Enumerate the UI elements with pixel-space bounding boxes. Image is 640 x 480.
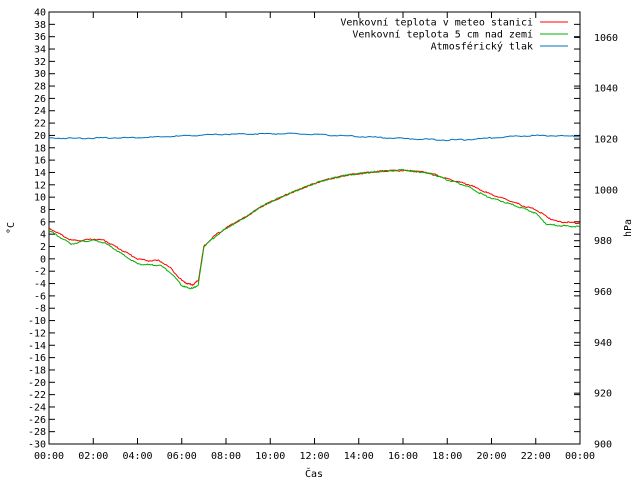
y2-tick-label: 960: [594, 287, 612, 298]
y2-tick-label: 920: [594, 389, 612, 400]
y-tick-label: 22: [34, 119, 46, 130]
x-tick-label: 12:00: [299, 451, 329, 462]
x-tick-label: 18:00: [432, 451, 462, 462]
y-tick-label: 36: [34, 32, 46, 43]
y-tick-label: 30: [34, 69, 46, 80]
y-axis: -30-28-26-24-22-20-18-16-14-12-10-8-6-4-…: [28, 8, 580, 451]
y2-tick-label: 900: [594, 440, 612, 451]
y-tick-label: -22: [28, 390, 46, 401]
y-tick-label: -28: [28, 427, 46, 438]
series-line: [48, 132, 581, 142]
legend-label: Venkovní teplota 5 cm nad zemí: [352, 29, 533, 41]
y-tick-label: -2: [34, 267, 46, 278]
x-axis: 00:00 02:00 04:00 06:00 08:00 10:00 12:00 14:00…: [34, 12, 595, 462]
y2-axis: 900 920 940 960 980 1000 1020 1040 1060: [574, 33, 618, 451]
y-tick-label: -26: [28, 415, 46, 426]
x-tick-label: 04:00: [122, 451, 152, 462]
y-tick-label: 20: [34, 131, 46, 142]
y2-tick-label: 1000: [594, 185, 618, 196]
legend: Venkovní teplota v meteo staniciVenkovní…: [340, 17, 568, 53]
y-tick-label: -8: [34, 304, 46, 315]
y-tick-label: -18: [28, 365, 46, 376]
y-tick-label: 16: [34, 156, 46, 167]
y-tick-label: 0: [40, 254, 46, 265]
y-tick-label: 34: [34, 45, 46, 56]
y-tick-label: -24: [28, 402, 46, 413]
legend-label: Atmosférický tlak: [431, 41, 533, 53]
series-line: [48, 169, 581, 287]
x-tick-label: 00:00: [34, 451, 64, 462]
y-axis-label: °C: [6, 222, 17, 234]
y-tick-label: 18: [34, 143, 46, 154]
x-tick-label: 16:00: [388, 451, 418, 462]
y-tick-label: 12: [34, 180, 46, 191]
y2-tick-label: 1060: [594, 33, 618, 44]
x-tick-label: 02:00: [78, 451, 108, 462]
x-axis-label: Čas: [305, 467, 323, 480]
y-tick-label: 4: [40, 230, 46, 241]
y-tick-label: -4: [34, 279, 46, 290]
plot-frame: [48, 11, 581, 445]
x-tick-label: 00:00: [565, 451, 595, 462]
y-tick-label: -20: [28, 378, 46, 389]
y-tick-label: 14: [34, 168, 46, 179]
y-tick-label: -14: [28, 341, 46, 352]
series-line: [48, 168, 581, 290]
y-tick-label: -12: [28, 328, 46, 339]
y2-axis-label: hPa: [623, 219, 634, 237]
y-tick-label: 8: [40, 205, 46, 216]
y-tick-label: 26: [34, 94, 46, 105]
y-tick-label: 6: [40, 217, 46, 228]
y-tick-label: -10: [28, 316, 46, 327]
y-tick-label: 32: [34, 57, 46, 68]
x-tick-label: 06:00: [167, 451, 197, 462]
y-tick-label: -16: [28, 353, 46, 364]
y-tick-label: 10: [34, 193, 46, 204]
y2-tick-label: 940: [594, 338, 612, 349]
legend-label: Venkovní teplota v meteo stanici: [340, 17, 533, 29]
series-lines: [48, 132, 581, 290]
x-tick-label: 20:00: [476, 451, 506, 462]
y2-tick-label: 1040: [594, 84, 618, 95]
y-tick-label: 24: [34, 106, 46, 117]
x-tick-label: 10:00: [255, 451, 285, 462]
y-tick-label: 2: [40, 242, 46, 253]
y-tick-label: 38: [34, 20, 46, 31]
y2-tick-label: 980: [594, 236, 612, 247]
x-tick-label: 22:00: [521, 451, 551, 462]
y2-tick-label: 1020: [594, 135, 618, 146]
y-tick-label: -30: [28, 440, 46, 451]
x-tick-label: 08:00: [211, 451, 241, 462]
x-tick-label: 14:00: [344, 451, 374, 462]
y-tick-label: 28: [34, 82, 46, 93]
y-tick-label: -6: [34, 291, 46, 302]
y-tick-label: 40: [34, 8, 46, 19]
